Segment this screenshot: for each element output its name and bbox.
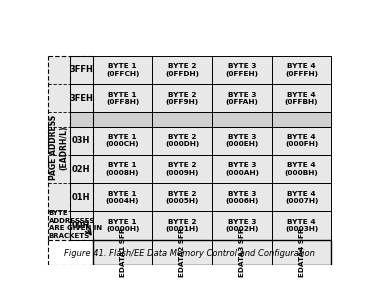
Bar <box>48 212 70 240</box>
Bar <box>152 155 212 183</box>
Bar <box>152 112 212 127</box>
Bar <box>93 240 152 265</box>
Text: BYTE 1
(0FF8H): BYTE 1 (0FF8H) <box>106 91 139 105</box>
Text: BYTE 3
(000EH): BYTE 3 (000EH) <box>225 134 259 147</box>
Text: BYTE
ADDRESSES
ARE GIVEN IN
BRACKETS: BYTE ADDRESSES ARE GIVEN IN BRACKETS <box>48 210 102 239</box>
Text: BYTE 4
(0003H): BYTE 4 (0003H) <box>285 219 318 232</box>
Text: PAGE ADDRESS
(EADRH/L): PAGE ADDRESS (EADRH/L) <box>48 115 69 180</box>
Text: BYTE 1
(0000H): BYTE 1 (0000H) <box>106 219 139 232</box>
Bar <box>48 112 70 127</box>
Text: BYTE 1
(0008H): BYTE 1 (0008H) <box>106 162 139 176</box>
Bar <box>272 212 332 240</box>
Bar <box>70 112 93 127</box>
Bar <box>212 183 272 212</box>
Text: BYTE 2
(0005H): BYTE 2 (0005H) <box>166 191 199 204</box>
Text: 00H: 00H <box>72 221 90 230</box>
Text: BYTE 2
(0FF9H): BYTE 2 (0FF9H) <box>166 91 199 105</box>
Text: BYTE 4
(000FH): BYTE 4 (000FH) <box>285 134 318 147</box>
Text: BYTE 2
(0001H): BYTE 2 (0001H) <box>165 219 199 232</box>
Text: BYTE 3
(0FFEH): BYTE 3 (0FFEH) <box>225 63 258 77</box>
Bar <box>152 240 212 265</box>
Bar <box>70 212 93 240</box>
Text: Figure 41. Flash/EE Data Memory Control and Configuration: Figure 41. Flash/EE Data Memory Control … <box>64 249 315 258</box>
Text: BYTE 4
(0FFBH): BYTE 4 (0FFBH) <box>285 91 318 105</box>
Text: 02H: 02H <box>72 164 90 173</box>
Bar <box>212 84 272 112</box>
Bar <box>48 56 70 240</box>
Bar <box>70 183 93 212</box>
Bar <box>93 240 332 265</box>
Bar <box>212 127 272 155</box>
Text: BYTE 2
(0009H): BYTE 2 (0009H) <box>166 162 199 176</box>
Bar <box>70 155 93 183</box>
Bar <box>272 56 332 84</box>
Text: BYTE 1
(000CH): BYTE 1 (000CH) <box>106 134 139 147</box>
Bar <box>272 240 332 265</box>
Bar <box>272 112 332 127</box>
Bar <box>152 212 212 240</box>
Bar <box>152 56 212 84</box>
Bar <box>93 127 152 155</box>
Bar <box>48 127 70 155</box>
Text: BYTE 2
(000DH): BYTE 2 (000DH) <box>165 134 199 147</box>
Text: 01H: 01H <box>72 193 90 202</box>
Text: EDATA2 SFR: EDATA2 SFR <box>179 228 185 277</box>
Bar <box>93 112 152 127</box>
Text: BYTE 4
(0FFFH): BYTE 4 (0FFFH) <box>285 63 318 77</box>
Bar <box>212 212 272 240</box>
Text: BYTE 3
(0FFAH): BYTE 3 (0FFAH) <box>225 91 258 105</box>
Text: 03H: 03H <box>72 136 90 145</box>
Bar <box>152 183 212 212</box>
Text: EDATA1 SFR: EDATA1 SFR <box>120 228 125 277</box>
Bar <box>212 112 272 127</box>
Bar <box>70 84 93 112</box>
Text: 3FFH: 3FFH <box>69 66 93 74</box>
Bar <box>212 240 272 265</box>
Bar <box>272 183 332 212</box>
Bar <box>212 56 272 84</box>
Bar <box>48 56 70 84</box>
Bar <box>70 56 93 84</box>
Bar <box>93 183 152 212</box>
Bar <box>48 155 70 183</box>
Bar <box>93 84 152 112</box>
Bar <box>93 155 152 183</box>
Text: BYTE 1
(0FFCH): BYTE 1 (0FFCH) <box>106 63 139 77</box>
Text: BYTE 3
(0002H): BYTE 3 (0002H) <box>225 219 259 232</box>
Text: 3FEH: 3FEH <box>69 94 93 103</box>
Text: EDATA4 SFR: EDATA4 SFR <box>299 228 305 277</box>
Bar <box>272 155 332 183</box>
Bar <box>272 127 332 155</box>
Bar <box>48 84 70 112</box>
Bar <box>93 56 152 84</box>
Bar <box>152 84 212 112</box>
Text: BYTE 3
(0006H): BYTE 3 (0006H) <box>225 191 259 204</box>
Text: BYTE 4
(000BH): BYTE 4 (000BH) <box>285 162 319 176</box>
Bar <box>93 212 152 240</box>
Text: BYTE 4
(0007H): BYTE 4 (0007H) <box>285 191 318 204</box>
Bar <box>70 127 93 155</box>
Text: EDATA3 SFR: EDATA3 SFR <box>239 228 245 277</box>
Bar <box>272 84 332 112</box>
Text: BYTE 1
(0004H): BYTE 1 (0004H) <box>106 191 139 204</box>
Bar <box>212 155 272 183</box>
Text: BYTE 2
(0FFDH): BYTE 2 (0FFDH) <box>165 63 199 77</box>
Text: BYTE 3
(000AH): BYTE 3 (000AH) <box>225 162 259 176</box>
Bar <box>48 183 70 212</box>
Bar <box>152 127 212 155</box>
